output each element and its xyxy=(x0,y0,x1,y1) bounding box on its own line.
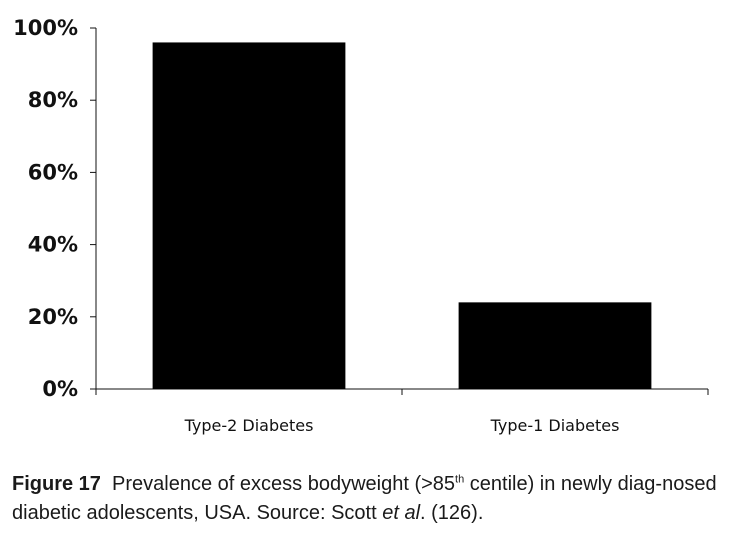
y-tick-label: 40% xyxy=(28,233,78,257)
figure-caption: Figure 17 Prevalence of excess bodyweigh… xyxy=(12,470,717,528)
bar xyxy=(458,302,652,389)
y-tick-label: 20% xyxy=(28,305,78,329)
bar xyxy=(152,42,346,389)
y-tick-label: 60% xyxy=(28,160,78,184)
caption-text-3: . (126). xyxy=(420,502,484,524)
x-tick-label: Type-1 Diabetes xyxy=(490,416,620,435)
caption-text-2: centile) in newly diag-nosed diabetic ad… xyxy=(12,473,717,524)
y-tick-label: 80% xyxy=(28,88,78,112)
x-axis: Type-2 Diabetes Type-1 Diabetes xyxy=(95,388,709,435)
caption-text-1: Prevalence of excess bodyweight (>85 xyxy=(112,473,456,495)
bar-chart: 0% 20% 40% 60% 80% 100% Type-2 Diabetes Type-1… xyxy=(13,16,709,435)
caption-superscript: th xyxy=(455,473,465,486)
x-tick-label: Type-2 Diabetes xyxy=(184,416,314,435)
y-tick-label: 0% xyxy=(42,377,78,401)
y-axis: 0% 20% 40% 60% 80% 100% xyxy=(13,16,97,401)
y-tick-label: 100% xyxy=(13,16,78,40)
figure-label: Figure 17 xyxy=(12,473,101,495)
caption-italic: et al xyxy=(382,502,421,524)
bars xyxy=(152,42,652,389)
